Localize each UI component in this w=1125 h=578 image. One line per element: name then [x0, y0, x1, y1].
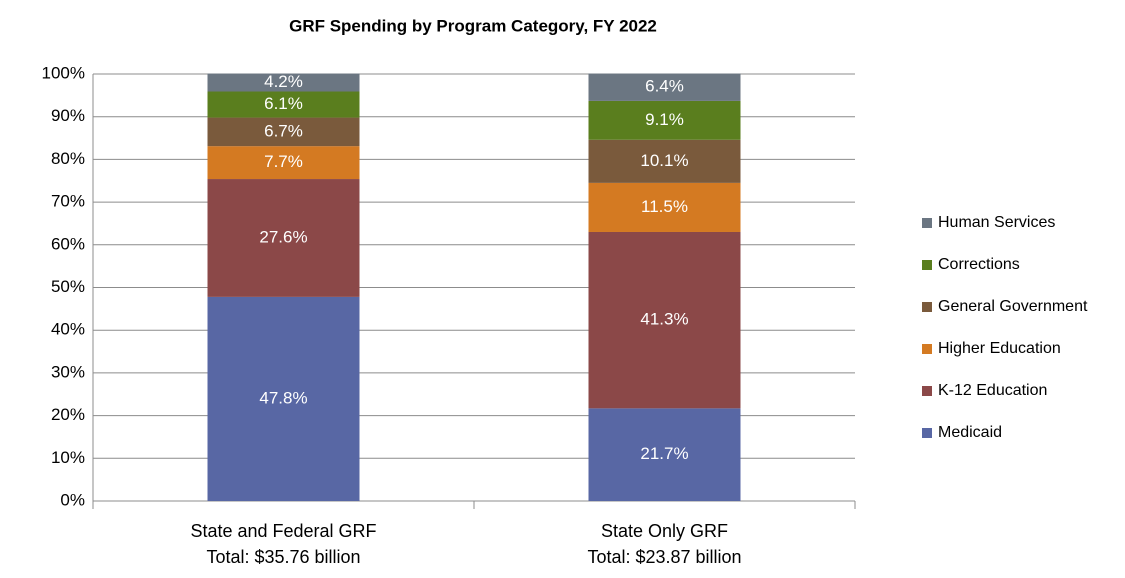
- y-tick-label: 30%: [51, 362, 85, 381]
- y-tick-label: 50%: [51, 277, 85, 296]
- legend-swatch: [922, 218, 932, 228]
- y-tick-label: 100%: [42, 63, 85, 82]
- bar-segment: [588, 73, 741, 101]
- bar-segment: [588, 231, 741, 409]
- x-tick-label: Total: $35.76 billion: [206, 547, 360, 567]
- value-label: 6.1%: [264, 94, 303, 113]
- bar-segment: [588, 408, 741, 501]
- bar-segment: [207, 179, 360, 297]
- y-tick-label: 0%: [60, 490, 85, 509]
- legend-label: Human Services: [938, 214, 1055, 231]
- bar-segment: [588, 182, 741, 232]
- value-label: 41.3%: [640, 310, 688, 329]
- y-tick-label: 80%: [51, 149, 85, 168]
- bar-segment: [207, 73, 360, 92]
- legend-label: Higher Education: [938, 340, 1061, 357]
- chart-title: GRF Spending by Program Category, FY 202…: [289, 16, 657, 35]
- legend-swatch: [922, 302, 932, 312]
- value-label: 11.5%: [641, 197, 688, 216]
- legend-label: Medicaid: [938, 424, 1002, 441]
- value-label: 47.8%: [259, 388, 307, 407]
- value-label: 7.7%: [264, 152, 303, 171]
- y-tick-label: 90%: [51, 106, 85, 125]
- y-tick-label: 20%: [51, 405, 85, 424]
- bar-segment: [207, 117, 360, 147]
- value-label: 10.1%: [640, 151, 688, 170]
- bar-segment: [207, 146, 360, 180]
- legend-swatch: [922, 260, 932, 270]
- y-tick-label: 40%: [51, 320, 85, 339]
- legend-swatch: [922, 428, 932, 438]
- legend-swatch: [922, 386, 932, 396]
- y-tick-label: 60%: [51, 234, 85, 253]
- value-label: 6.4%: [645, 77, 684, 96]
- bar-segment: [207, 296, 360, 501]
- value-label: 27.6%: [259, 227, 307, 246]
- y-tick-label: 70%: [51, 192, 85, 211]
- x-tick-label: State Only GRF: [601, 521, 728, 541]
- legend-label: Corrections: [938, 256, 1020, 273]
- x-tick-label: Total: $23.87 billion: [587, 547, 741, 567]
- y-tick-label: 10%: [51, 448, 85, 467]
- bar-segment: [588, 100, 741, 140]
- legend-label: General Government: [938, 298, 1088, 315]
- value-label: 9.1%: [645, 110, 684, 129]
- value-label: 6.7%: [264, 121, 303, 140]
- value-label: 4.2%: [264, 72, 303, 91]
- bar-segment: [588, 139, 741, 183]
- value-label: 21.7%: [640, 444, 688, 463]
- bar-segment: [207, 91, 360, 118]
- x-tick-label: State and Federal GRF: [190, 521, 376, 541]
- legend-swatch: [922, 344, 932, 354]
- legend-label: K-12 Education: [938, 382, 1047, 399]
